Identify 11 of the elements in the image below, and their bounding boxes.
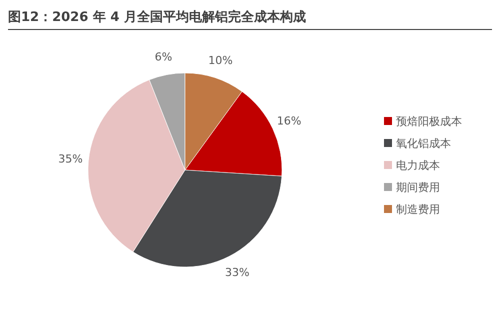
data-label: 35%: [58, 152, 83, 166]
chart-title: 图12：2026 年 4 月全国平均电解铝完全成本构成: [8, 8, 492, 30]
data-label: 10%: [208, 54, 233, 68]
legend-label: 期间费用: [396, 180, 440, 194]
legend-label: 制造费用: [396, 202, 440, 216]
data-label: 6%: [154, 50, 172, 64]
legend-label: 氧化铝成本: [396, 136, 451, 150]
legend-label: 电力成本: [396, 158, 440, 172]
data-label: 16%: [276, 114, 302, 128]
legend-label: 预焙阳极成本: [396, 114, 462, 128]
data-label: 33%: [224, 266, 250, 279]
